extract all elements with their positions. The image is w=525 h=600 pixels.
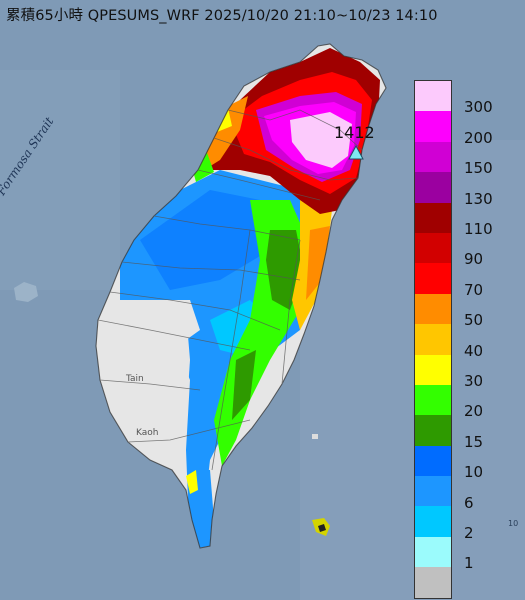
legend-swatch <box>415 354 451 385</box>
legend-label: 90 <box>464 250 484 269</box>
city-label-tainan: Tain <box>126 374 144 384</box>
legend-label: 20 <box>464 402 484 421</box>
legend-colorbar <box>414 80 452 599</box>
legend-swatch <box>415 81 451 112</box>
legend-swatch <box>415 202 451 233</box>
legend-swatch <box>415 324 451 355</box>
max-value-label: 1412 <box>334 123 375 142</box>
legend-label: 110 <box>464 220 493 238</box>
legend-swatch <box>415 536 451 568</box>
legend-swatch <box>415 293 451 325</box>
legend-label: 6 <box>464 493 474 512</box>
legend-label: 70 <box>464 280 484 299</box>
legend-label: 2 <box>464 524 474 542</box>
legend-swatch <box>415 476 451 507</box>
legend-swatch <box>415 567 451 598</box>
legend-swatch <box>415 415 451 446</box>
legend-swatch <box>415 111 451 142</box>
legend-label: 300 <box>464 98 493 117</box>
legend-label: 40 <box>464 341 484 360</box>
legend-swatch <box>415 445 451 477</box>
legend-swatch <box>415 506 451 537</box>
legend-label: 50 <box>464 311 484 330</box>
legend-swatch <box>415 232 451 264</box>
max-marker-icon <box>348 144 364 160</box>
legend-swatch <box>415 384 451 416</box>
legend-label: 200 <box>464 128 493 147</box>
legend-label: 150 <box>464 159 493 178</box>
legend-label: 1 <box>464 554 474 573</box>
svg-text:10: 10 <box>508 519 518 528</box>
city-label-kaohsiung: Kaoh <box>136 428 159 438</box>
legend-label: 15 <box>464 432 484 451</box>
legend-swatch <box>415 141 451 173</box>
legend-label: 10 <box>464 463 484 482</box>
legend-swatch <box>415 172 451 203</box>
legend-swatch <box>415 263 451 294</box>
page-title: 累積65小時 QPESUMS_WRF 2025/10/20 21:10~10/2… <box>6 8 438 24</box>
legend-label: 130 <box>464 189 493 208</box>
legend-label: 30 <box>464 372 484 390</box>
